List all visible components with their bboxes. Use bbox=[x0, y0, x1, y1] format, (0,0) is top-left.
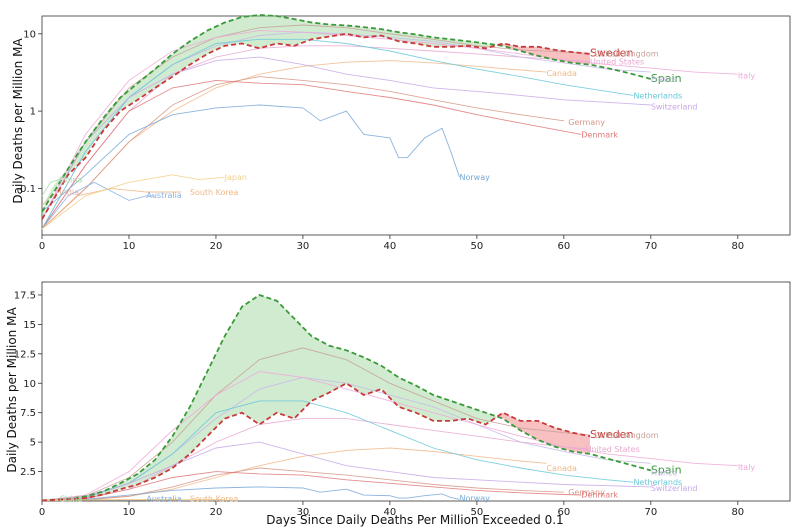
top-y-tick-label: 0.1 bbox=[20, 184, 36, 195]
bottom-label-germany: Germany bbox=[568, 488, 605, 497]
bottom-x-tick-label: 20 bbox=[210, 507, 223, 518]
top-label-netherlands: Netherlands bbox=[633, 91, 682, 100]
bottom-y-tick-label: 2.5 bbox=[20, 467, 36, 478]
bottom-line-japan bbox=[41, 498, 225, 502]
bottom-label-italy: Italy bbox=[738, 463, 756, 472]
top-x-tick-label: 40 bbox=[384, 241, 397, 252]
top-label-sweden: Sweden bbox=[590, 46, 633, 59]
bottom-label-switzerland: Switzerland bbox=[651, 484, 698, 493]
bottom-y-axis-title: Daily Deaths per Million MA bbox=[5, 307, 19, 473]
bottom-line-spain bbox=[41, 294, 652, 502]
top-line-denmark bbox=[41, 79, 582, 230]
top-label-canada: Canada bbox=[546, 69, 577, 78]
bottom-x-tick-label: 80 bbox=[731, 507, 744, 518]
bottom-x-tick-label: 40 bbox=[384, 507, 397, 518]
bottom-spain-gap-fill bbox=[42, 295, 499, 501]
bottom-x-tick-label: 10 bbox=[123, 507, 136, 518]
top-plot-frame bbox=[41, 15, 791, 236]
top-label-spain: Spain bbox=[651, 72, 682, 85]
bottom-x-tick-label: 0 bbox=[39, 507, 45, 518]
bottom-label-spain: Spain bbox=[651, 463, 682, 476]
top-x-tick-label: 80 bbox=[731, 241, 744, 252]
top-line-china bbox=[41, 179, 60, 197]
top-label-united-states: United States bbox=[590, 57, 644, 66]
top-x-tick-label: 70 bbox=[644, 241, 657, 252]
top-line-norway bbox=[41, 104, 460, 213]
top-label-denmark: Denmark bbox=[581, 130, 618, 139]
bottom-label-south-korea: South Korea bbox=[190, 495, 239, 504]
top-y-tick-label: 10 bbox=[23, 29, 36, 40]
bottom-label-australia: Australia bbox=[146, 495, 181, 504]
bottom-label-sweden: Sweden bbox=[590, 428, 633, 441]
top-label-france: France bbox=[651, 75, 678, 84]
bottom-x-tick-label: 60 bbox=[557, 507, 570, 518]
top-label-switzerland: Switzerland bbox=[651, 102, 698, 111]
top-label-china: China bbox=[59, 176, 82, 185]
bottom-sweden-gap-fill bbox=[498, 412, 590, 454]
bottom-line-switzerland bbox=[41, 441, 651, 501]
bottom-line-italy bbox=[41, 371, 738, 501]
top-label-italy: Italy bbox=[738, 71, 756, 80]
bottom-label-norway: Norway bbox=[459, 494, 490, 503]
bottom-label-china: China bbox=[59, 495, 82, 504]
top-log-chart: 0 10 20 30 40 50 60 70 80 0.1 1 10 Sweden Spain United… bbox=[20, 14, 791, 252]
top-line-united-states bbox=[41, 45, 591, 230]
bottom-plot-frame bbox=[41, 281, 791, 502]
top-label-australia: Australia bbox=[146, 191, 181, 200]
top-line-australia bbox=[41, 181, 156, 230]
bottom-line-sweden bbox=[41, 382, 591, 502]
top-label-germany: Germany bbox=[568, 118, 605, 127]
bottom-label-united-kingdom: United Kingdom bbox=[594, 431, 658, 440]
top-x-tick-label: 50 bbox=[471, 241, 484, 252]
bottom-y-tick-label: 5 bbox=[30, 438, 36, 449]
bottom-x-tick-label: 70 bbox=[644, 507, 657, 518]
bottom-line-netherlands bbox=[41, 400, 634, 502]
top-label-japan: Japan bbox=[224, 173, 247, 182]
top-line-south-korea bbox=[41, 188, 182, 230]
top-x-tick-label: 60 bbox=[557, 241, 570, 252]
bottom-label-denmark: Denmark bbox=[581, 491, 618, 500]
bottom-label-netherlands: Netherlands bbox=[633, 478, 682, 487]
top-line-united-kingdom bbox=[41, 24, 591, 220]
top-x-tick-label: 20 bbox=[210, 241, 223, 252]
top-x-tick-label: 0 bbox=[39, 241, 45, 252]
top-line-switzerland bbox=[41, 56, 651, 220]
bottom-y-tick-label: 7.5 bbox=[20, 408, 36, 419]
bottom-x-tick-label: 50 bbox=[471, 507, 484, 518]
top-x-tick-label: 30 bbox=[297, 241, 310, 252]
top-line-sweden bbox=[41, 32, 591, 220]
bottom-y-tick-label: 17.5 bbox=[14, 290, 36, 301]
bottom-y-tick-label: 15 bbox=[23, 320, 36, 331]
bottom-label-france: France bbox=[651, 469, 678, 478]
bottom-line-denmark bbox=[41, 471, 582, 502]
bottom-line-germany bbox=[41, 467, 564, 502]
bottom-line-united-states bbox=[41, 418, 591, 502]
bottom-y-tick-label: 10 bbox=[23, 379, 36, 390]
bottom-x-tick-label: 30 bbox=[297, 507, 310, 518]
top-line-germany bbox=[41, 76, 564, 230]
top-label-south-korea: South Korea bbox=[190, 188, 239, 197]
top-x-tick-label: 10 bbox=[123, 241, 136, 252]
top-label-united-kingdom: United Kingdom bbox=[594, 49, 658, 58]
top-line-spain bbox=[41, 14, 652, 213]
top-y-tick-label: 1 bbox=[30, 107, 36, 118]
bottom-linear-chart: 0 10 20 30 40 50 60 70 80 2.5 5 7.5 10 12.5 15 17.5 Swed… bbox=[14, 281, 791, 518]
top-label-india: India bbox=[59, 188, 79, 197]
bottom-line-norway bbox=[41, 486, 460, 501]
bottom-label-united-states: United States bbox=[586, 445, 640, 454]
top-sweden-gap-fill bbox=[498, 43, 590, 65]
top-line-netherlands bbox=[41, 38, 634, 230]
bottom-x-axis-title: Days Since Daily Deaths Per Million Exce… bbox=[266, 513, 563, 527]
top-y-axis-title: Daily Deaths per Million MA bbox=[11, 38, 25, 204]
top-line-japan bbox=[41, 174, 225, 230]
bottom-y-tick-label: 12.5 bbox=[14, 349, 36, 360]
top-label-norway: Norway bbox=[459, 173, 490, 182]
bottom-label-canada: Canada bbox=[546, 464, 577, 473]
